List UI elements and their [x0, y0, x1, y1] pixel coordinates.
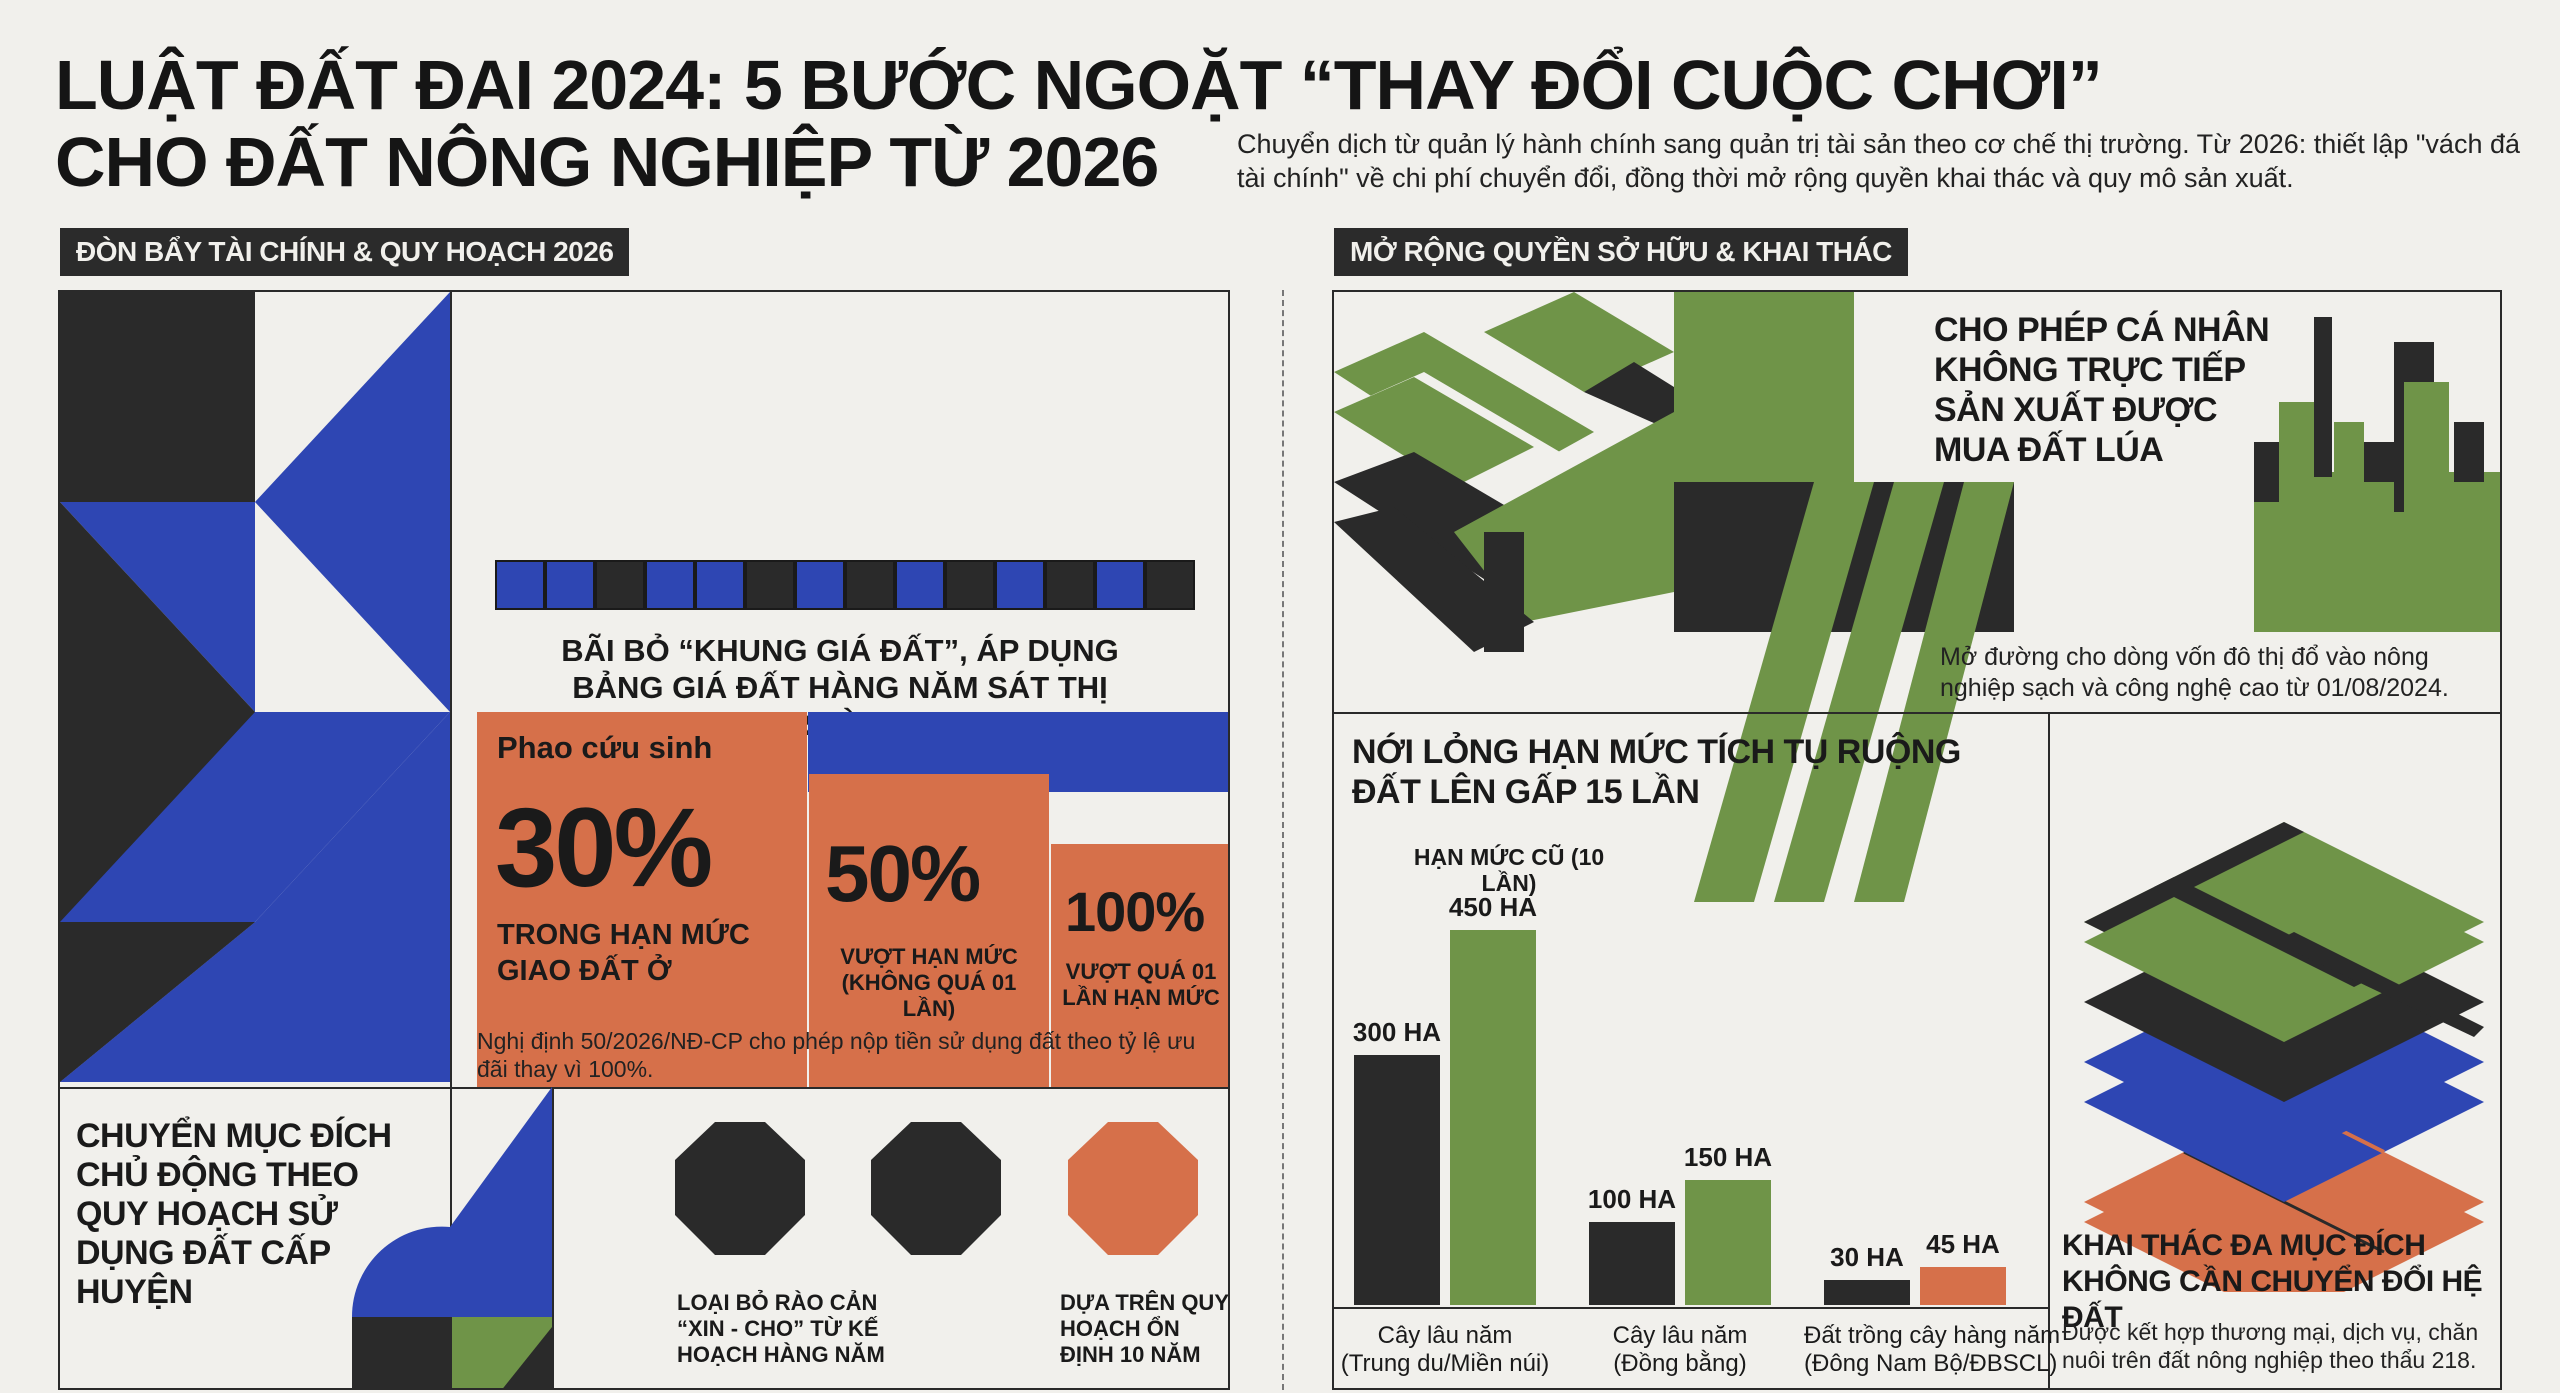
- main-title-line2: CHO ĐẤT NÔNG NGHIỆP TỪ 2026: [55, 123, 1159, 201]
- subtitle: Chuyển dịch từ quản lý hành chính sang q…: [1237, 129, 2521, 193]
- bar-chart: 300 HA 450 HA Cây lâu năm (Trung du/Miền nú…: [1334, 292, 2061, 1388]
- conversion-title: CHUYỂN MỤC ĐÍCH CHỦ ĐỘNG THEO QUY HOẠCH …: [76, 1117, 392, 1311]
- decree-note: Nghị định 50/2026/NĐ-CP cho phép nộp tiề…: [477, 1028, 1196, 1082]
- divider: [60, 1087, 1228, 1089]
- stacked-fields-illustration: [1334, 292, 1674, 652]
- chart-bar: [1685, 1180, 1771, 1305]
- mosaic-tile: [60, 292, 255, 502]
- price-squares-strip: [495, 560, 1195, 610]
- layered-land-graphic: [2084, 822, 2484, 1292]
- chart-bar: [1450, 930, 1536, 1305]
- chart-bar: [1824, 1280, 1910, 1305]
- individual-title: CHO PHÉP CÁ NHÂN KHÔNG TRỰC TIẾP SẢN XUẤ…: [1934, 311, 2270, 469]
- chart-bar: [1589, 1222, 1675, 1305]
- center-divider: [1282, 290, 1284, 1390]
- section-tag-ownership: MỞ RỘNG QUYỀN SỞ HỮU & KHAI THÁC: [1334, 228, 1908, 276]
- octagons: [675, 1122, 1198, 1255]
- rate-value: 50%: [825, 829, 981, 918]
- green-tile: [1674, 292, 1854, 482]
- divider: [552, 1087, 554, 1388]
- divider: [1334, 712, 2500, 714]
- chart-category-label: Cây lâu năm (Trung du/Miền núi): [1340, 1322, 1550, 1377]
- rate-label: VƯỢT QUÁ 01 LẦN HẠN MỨC: [1062, 959, 1220, 1010]
- main-title-line1: LUẬT ĐẤT ĐAI 2024: 5 BƯỚC NGOẶT “THAY ĐỔ…: [55, 46, 2103, 124]
- divider: [1334, 1307, 2048, 1309]
- conversion-shapes: [351, 1087, 552, 1388]
- mosaic-graphic: [60, 292, 450, 1082]
- divider: [2048, 712, 2050, 1388]
- individual-note: Mở đường cho dòng vốn đô thị đổ vào nông…: [1940, 643, 2449, 702]
- chart-category-label: Cây lâu năm (Đồng bằng): [1612, 1322, 1748, 1377]
- multiuse-note: Được kết hợp thương mại, dịch vụ, chăn n…: [2062, 1319, 2479, 1373]
- chart-bar-value-label: 150 HA: [1683, 1142, 1773, 1172]
- octagon-label-xin-cho: LOẠI BỎ RÀO CẢN “XIN - CHO” TỪ KẾ HOẠCH …: [677, 1290, 885, 1367]
- chart-bar-value-label: 300 HA: [1352, 1017, 1442, 1047]
- skyline-graphic: [2254, 317, 2500, 632]
- chart-title: NỚI LỎNG HẠN MỨC TÍCH TỤ RUỘNG ĐẤT LÊN G…: [1352, 733, 1961, 811]
- chart-bar: [1920, 1267, 2006, 1305]
- chart-bar-value-label: 450 HA: [1448, 892, 1538, 922]
- chart-bar-value-label: 45 HA: [1926, 1229, 2000, 1259]
- rate-block-30: Phao cứu sinh 30% TRONG HẠN MỨC GIAO ĐẤT…: [477, 712, 807, 1087]
- rate-value: 30%: [495, 785, 713, 910]
- right-panel: CHO PHÉP CÁ NHÂN KHÔNG TRỰC TIẾP SẢN XUẤ…: [1332, 290, 2502, 1390]
- chart-annotation: HẠN MỨC CŨ (10 LẦN): [1413, 844, 1605, 896]
- left-panel: BÃI BỎ “KHUNG GIÁ ĐẤT”, ÁP DỤNG BẢNG GIÁ…: [58, 290, 1230, 1390]
- multiuse-title: KHAI THÁC ĐA MỤC ĐÍCH KHÔNG CẦN CHUYỂN Đ…: [2062, 1229, 2483, 1334]
- chart-bar-value-label: 100 HA: [1587, 1184, 1677, 1214]
- diagonal-stripes: [1694, 482, 2014, 902]
- chart-category-label: Đất trồng cây hàng năm (Đông Nam Bộ/ĐBSCL…: [1804, 1322, 2061, 1377]
- section-tag-finance: ĐÒN BẨY TÀI CHÍNH & QUY HOẠCH 2026: [60, 228, 630, 276]
- rate-label: VƯỢT HẠN MỨC (KHÔNG QUÁ 01 LẦN): [840, 944, 1018, 1021]
- rate-block-50: 50% VƯỢT HẠN MỨC (KHÔNG QUÁ 01 LẦN): [809, 774, 1049, 1087]
- octagon-label-planning: DỰA TRÊN QUY HOẠCH ỔN ĐỊNH 10 NĂM: [1060, 1290, 1229, 1367]
- rate-block-100: 100% VƯỢT QUÁ 01 LẦN HẠN MỨC: [1051, 844, 1228, 1087]
- chart-bar-value-label: 30 HA: [1830, 1242, 1904, 1272]
- rate-label: TRONG HẠN MỨC GIAO ĐẤT Ở: [497, 919, 750, 987]
- divider: [450, 292, 452, 1087]
- chart-bar: [1354, 1055, 1440, 1305]
- lifebuoy-label: Phao cứu sinh: [497, 730, 713, 765]
- rate-value: 100%: [1065, 880, 1205, 943]
